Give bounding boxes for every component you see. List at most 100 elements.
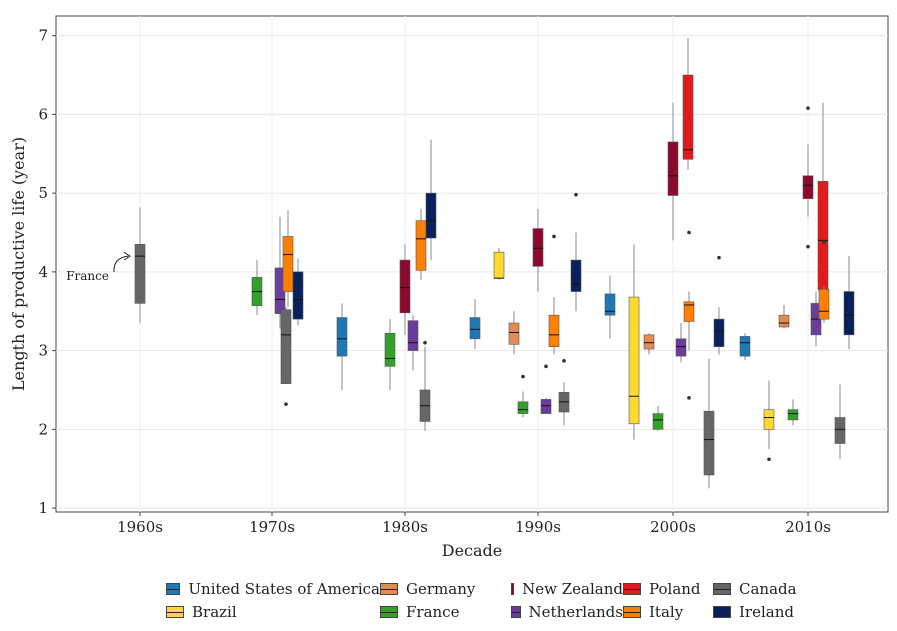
legend: United States of America Germany New Zeala… [0,578,897,626]
x-axis-label: Decade [442,541,503,560]
box-body [834,417,846,444]
box-body [292,271,304,320]
box-united-states-of-america-2000s [604,275,616,339]
legend-swatch [380,582,398,595]
box-body [570,259,582,292]
box-netherlands-2000s [675,323,687,363]
box-ireland-1970s [292,258,304,326]
box-body [469,317,481,340]
box-series [134,38,855,489]
outlier-point [767,457,771,462]
box-ireland-1980s [425,139,437,261]
box-body [843,291,855,336]
outlier-point [521,374,525,379]
legend-swatch [511,605,521,618]
box-italy-1980s [415,208,427,280]
annotation-arrowhead [123,251,131,261]
y-tick-label: 3 [38,342,48,360]
box-canada-1960s [134,207,146,324]
box-italy-1970s [282,210,294,308]
outlier-point [284,402,288,406]
box-canada-1970s [280,307,292,406]
y-tick-label: 2 [38,420,48,438]
box-body [643,334,655,350]
box-italy-2000s [683,230,695,400]
box-body [682,74,694,160]
y-tick-label: 4 [38,263,48,281]
outlier-point [822,240,826,244]
annotation: France [66,251,131,283]
box-netherlands-1980s [407,315,419,371]
box-body [336,317,348,357]
box-body [667,141,679,196]
box-body [818,288,830,320]
x-tick-label: 1960s [117,518,163,536]
legend-label: Canada [739,579,797,598]
legend-label: Ireland [739,602,794,621]
legend-item: Germany [380,578,511,599]
box-body [493,251,505,279]
box-canada-1990s [558,359,570,426]
legend-swatch [166,605,184,618]
legend-item: France [380,601,511,622]
box-body [817,181,829,291]
box-body [763,409,775,430]
outlier-point [562,359,566,363]
legend-swatch [380,605,398,618]
legend-label: Brazil [192,602,237,621]
outlier-point [687,396,691,400]
legend-item: Ireland [713,601,823,622]
legend-item: United States of America [166,578,380,599]
grid-lines [56,16,888,512]
box-france-2010s [787,399,799,426]
axes: 1 2 3 4 5 6 7 1960s 1970s 1980s 1990s 2000s 2010s [38,27,830,536]
box-brazil-2000s [628,244,640,440]
outlier-point [806,106,810,110]
box-body [739,336,751,357]
outlier-point [552,234,556,239]
y-tick-label: 5 [38,184,48,202]
box-germany-2000s [643,333,655,355]
box-canada-2010s [834,384,846,460]
box-body [517,401,529,414]
box-body [548,314,560,347]
y-tick-label: 1 [38,499,48,517]
box-new-zealand-1990s [532,208,544,292]
legend-swatch [511,582,515,595]
legend-label: Netherlands [528,602,623,621]
box-body [652,413,664,430]
x-tick-label: 1980s [382,518,428,536]
x-tick-label: 1990s [515,518,561,536]
box-body [778,314,790,328]
box-body [134,244,146,304]
box-united-states-of-america-2010s [739,333,751,361]
legend-label: Poland [649,579,701,598]
box-new-zealand-1980s [399,244,411,335]
box-body [628,296,640,425]
box-poland-2000s [682,38,694,170]
box-new-zealand-2000s [667,102,679,241]
box-body [683,301,695,322]
legend-label: Germany [406,579,476,598]
box-body [713,318,725,347]
box-germany-2010s [778,304,790,329]
box-italy-2010s [818,240,830,324]
y-tick-label: 6 [38,105,48,123]
box-body [540,399,552,414]
legend-label: United States of America [188,579,380,598]
x-tick-label: 2010s [785,518,831,536]
box-france-1970s [251,260,263,316]
box-body [703,410,715,476]
annotation-label: France [66,269,109,283]
box-body [384,332,396,367]
box-ireland-1990s [570,192,582,312]
outlier-point [544,364,548,369]
box-netherlands-1970s [274,216,286,329]
box-united-states-of-america-1980s [336,303,348,390]
box-body [532,228,544,267]
box-body [675,338,687,357]
box-brazil-2010s [763,380,775,462]
y-axis-label: Length of productive life (year) [9,137,28,391]
outlier-point [806,244,810,249]
